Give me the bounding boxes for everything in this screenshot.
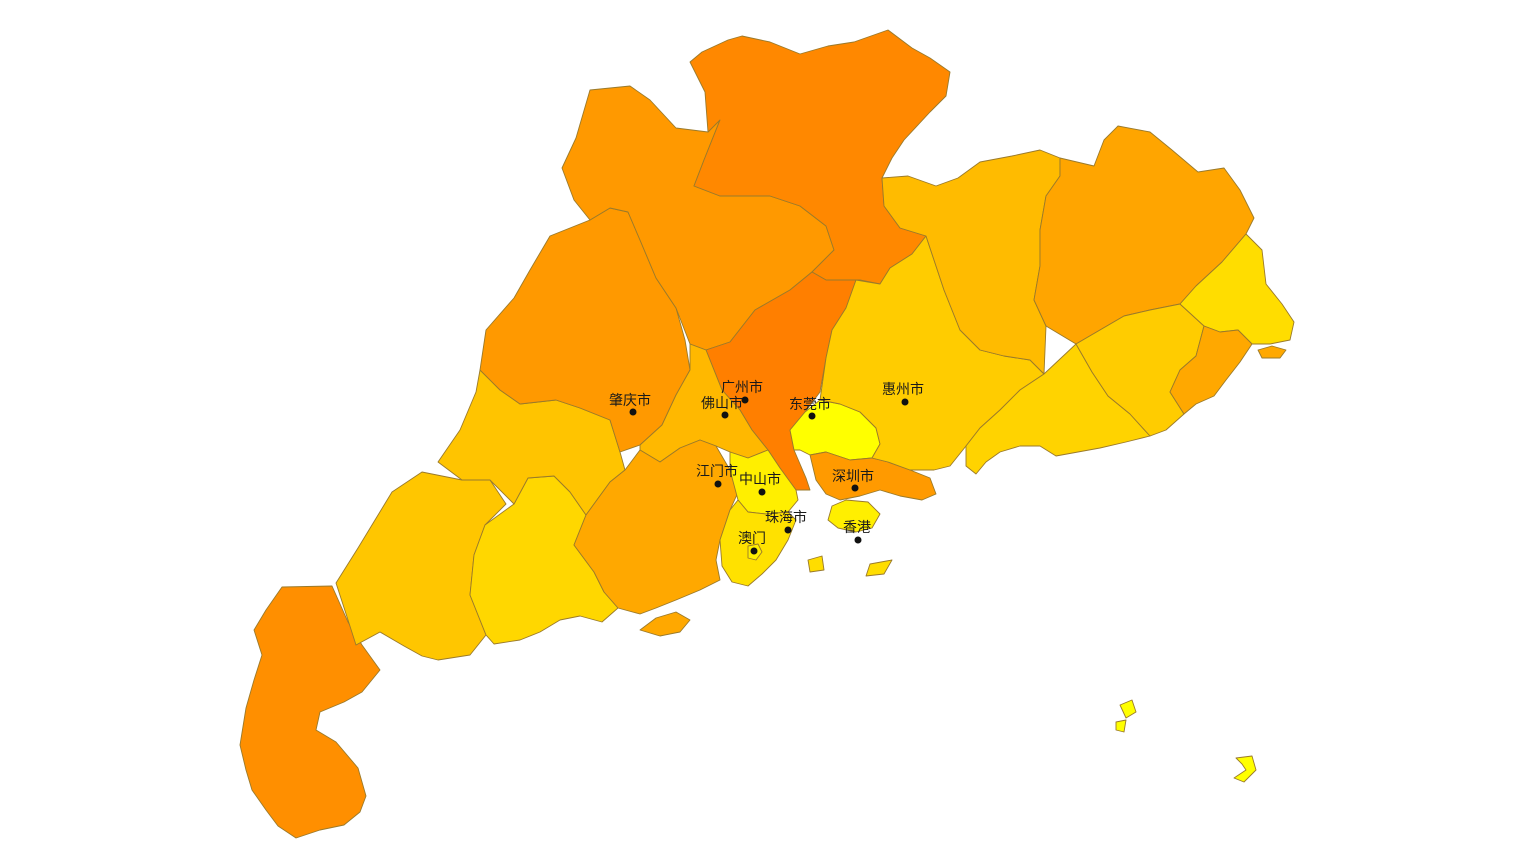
- city-shenzhen[interactable]: 深圳市: [832, 468, 874, 492]
- city-guangzhou[interactable]: 广州市: [721, 379, 763, 404]
- region-zhongshan[interactable]: [729, 449, 799, 515]
- city-label-hongkong: 香港: [843, 520, 871, 536]
- region-island-south-2: [1115, 719, 1127, 733]
- region-island-east-2: [865, 559, 893, 577]
- region-shantou[interactable]: [1169, 325, 1253, 415]
- region-island-east: [1257, 345, 1287, 359]
- city-dot-zhongshan: [758, 488, 766, 496]
- city-jiangmen[interactable]: 江门市: [696, 463, 738, 488]
- city-zhongshan[interactable]: 中山市: [739, 471, 781, 496]
- city-label-foshan: 佛山市: [701, 395, 743, 412]
- city-label-macau: 澳门: [738, 531, 766, 547]
- region-island-east-3: [807, 555, 825, 573]
- city-foshan[interactable]: 佛山市: [701, 395, 743, 419]
- region-shenzhen[interactable]: [809, 451, 937, 501]
- city-dot-jiangmen: [714, 480, 722, 488]
- region-island-west: [639, 611, 691, 637]
- city-label-guangzhou: 广州市: [721, 379, 763, 396]
- city-zhaoqing[interactable]: 肇庆市: [609, 392, 651, 416]
- city-macau[interactable]: 澳门: [738, 531, 766, 555]
- region-zhanjiang[interactable]: [239, 585, 381, 839]
- city-label-zhaoqing: 肇庆市: [609, 392, 651, 409]
- region-island-south-3: [1233, 755, 1257, 783]
- city-markers: 肇庆市 广州市 佛山市 东莞市 惠州市 江门市: [609, 379, 924, 555]
- city-label-jiangmen: 江门市: [696, 463, 738, 480]
- city-dot-zhuhai: [784, 526, 792, 534]
- city-huizhou[interactable]: 惠州市: [882, 381, 924, 406]
- city-dot-guangzhou: [741, 396, 749, 404]
- city-zhuhai[interactable]: 珠海市: [765, 509, 807, 534]
- city-label-zhuhai: 珠海市: [765, 509, 807, 526]
- city-dongguan[interactable]: 东莞市: [789, 396, 831, 420]
- city-dot-shenzhen: [851, 484, 859, 492]
- city-dot-foshan: [721, 411, 729, 419]
- city-dot-macau: [750, 547, 758, 555]
- city-hongkong[interactable]: 香港: [843, 520, 871, 544]
- city-dot-hongkong: [854, 536, 862, 544]
- city-label-huizhou: 惠州市: [882, 381, 924, 398]
- region-zhuhai[interactable]: [719, 499, 797, 587]
- region-island-south-1: [1119, 699, 1137, 719]
- city-label-shenzhen: 深圳市: [832, 468, 874, 485]
- region-jiangmen[interactable]: [573, 439, 741, 615]
- city-dot-dongguan: [808, 412, 816, 420]
- city-dot-zhaoqing: [629, 408, 637, 416]
- city-label-dongguan: 东莞市: [789, 396, 831, 413]
- city-label-zhongshan: 中山市: [739, 471, 781, 488]
- region-hongkong[interactable]: [827, 499, 881, 533]
- city-dot-huizhou: [901, 398, 909, 406]
- region-shanwei[interactable]: [965, 343, 1151, 475]
